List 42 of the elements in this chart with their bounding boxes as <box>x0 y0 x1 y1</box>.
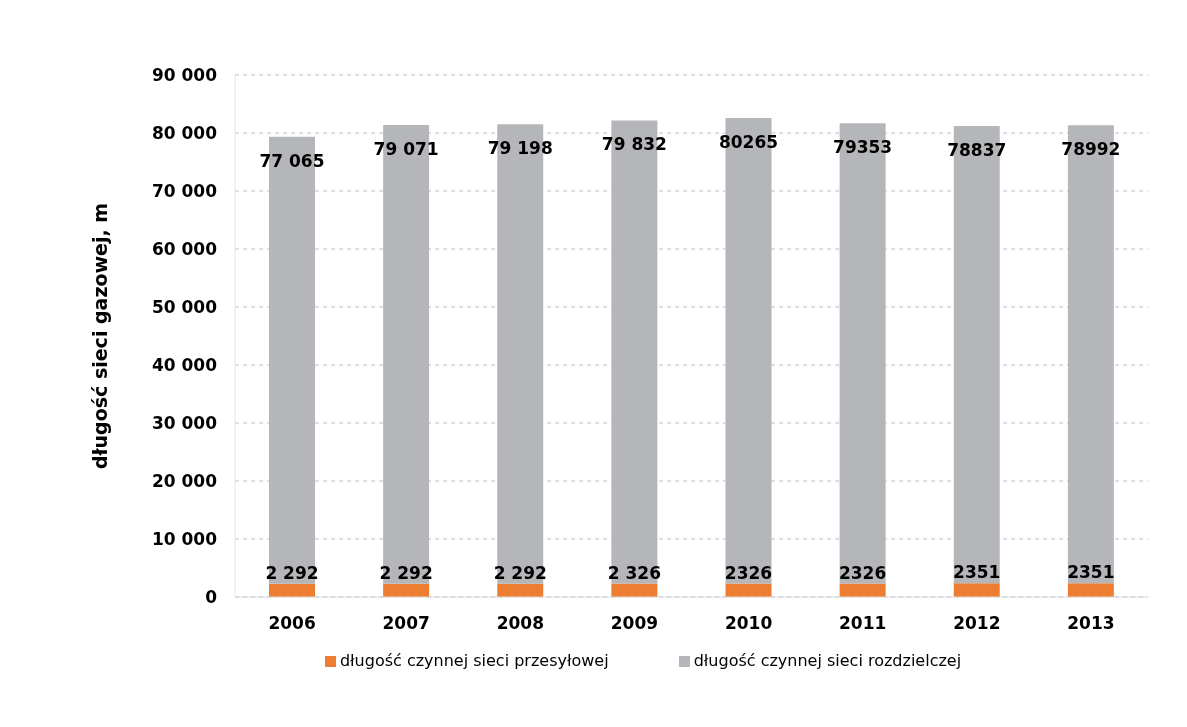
data-label: 79353 <box>833 137 893 158</box>
data-label: 79 071 <box>373 139 439 160</box>
x-tick-label: 2008 <box>496 613 544 634</box>
data-label: 2351 <box>1067 562 1115 583</box>
y-tick-label: 10 000 <box>151 529 218 550</box>
y-tick-label: 40 000 <box>151 355 218 376</box>
data-label: 2 326 <box>607 562 661 583</box>
data-label: 79 198 <box>487 138 553 159</box>
data-label: 2 292 <box>265 562 319 583</box>
bar <box>1067 583 1114 597</box>
y-tick-label: 30 000 <box>151 413 218 434</box>
y-tick-label: 60 000 <box>151 239 218 260</box>
y-tick-label: 90 000 <box>151 65 218 86</box>
x-tick-label: 2010 <box>724 613 773 634</box>
bar <box>383 583 430 597</box>
bar <box>953 583 1000 597</box>
data-label: 2 292 <box>379 562 433 583</box>
y-tick-label: 80 000 <box>151 123 218 144</box>
bar <box>497 583 544 597</box>
x-tick-label: 2011 <box>839 613 887 634</box>
x-tick-label: 2009 <box>610 613 659 634</box>
x-tick-label: 2006 <box>268 613 316 634</box>
data-label: 2326 <box>838 562 887 583</box>
data-label: 2326 <box>724 562 773 583</box>
data-label: 78992 <box>1061 139 1121 160</box>
x-tick-label: 2013 <box>1067 613 1115 634</box>
y-tick-label: 20 000 <box>151 471 218 492</box>
y-tick-label: 50 000 <box>151 297 218 318</box>
legend-label: długość czynnej sieci rozdzielczej <box>693 651 962 670</box>
data-label: 79 832 <box>601 134 667 155</box>
data-label: 78837 <box>947 140 1007 161</box>
y-tick-label: 0 <box>205 587 218 608</box>
x-tick-label: 2007 <box>382 613 430 634</box>
y-axis-title: długość sieci gazowej, m <box>88 202 111 470</box>
legend-label: długość czynnej sieci przesyłowej <box>339 651 609 670</box>
x-tick-label: 2012 <box>953 613 1001 634</box>
data-label: 2 292 <box>493 562 547 583</box>
data-label: 2351 <box>953 562 1001 583</box>
bar <box>269 583 315 597</box>
data-label: 80265 <box>718 131 779 152</box>
data-label: 77 065 <box>259 150 325 171</box>
y-tick-label: 70 000 <box>151 181 218 202</box>
